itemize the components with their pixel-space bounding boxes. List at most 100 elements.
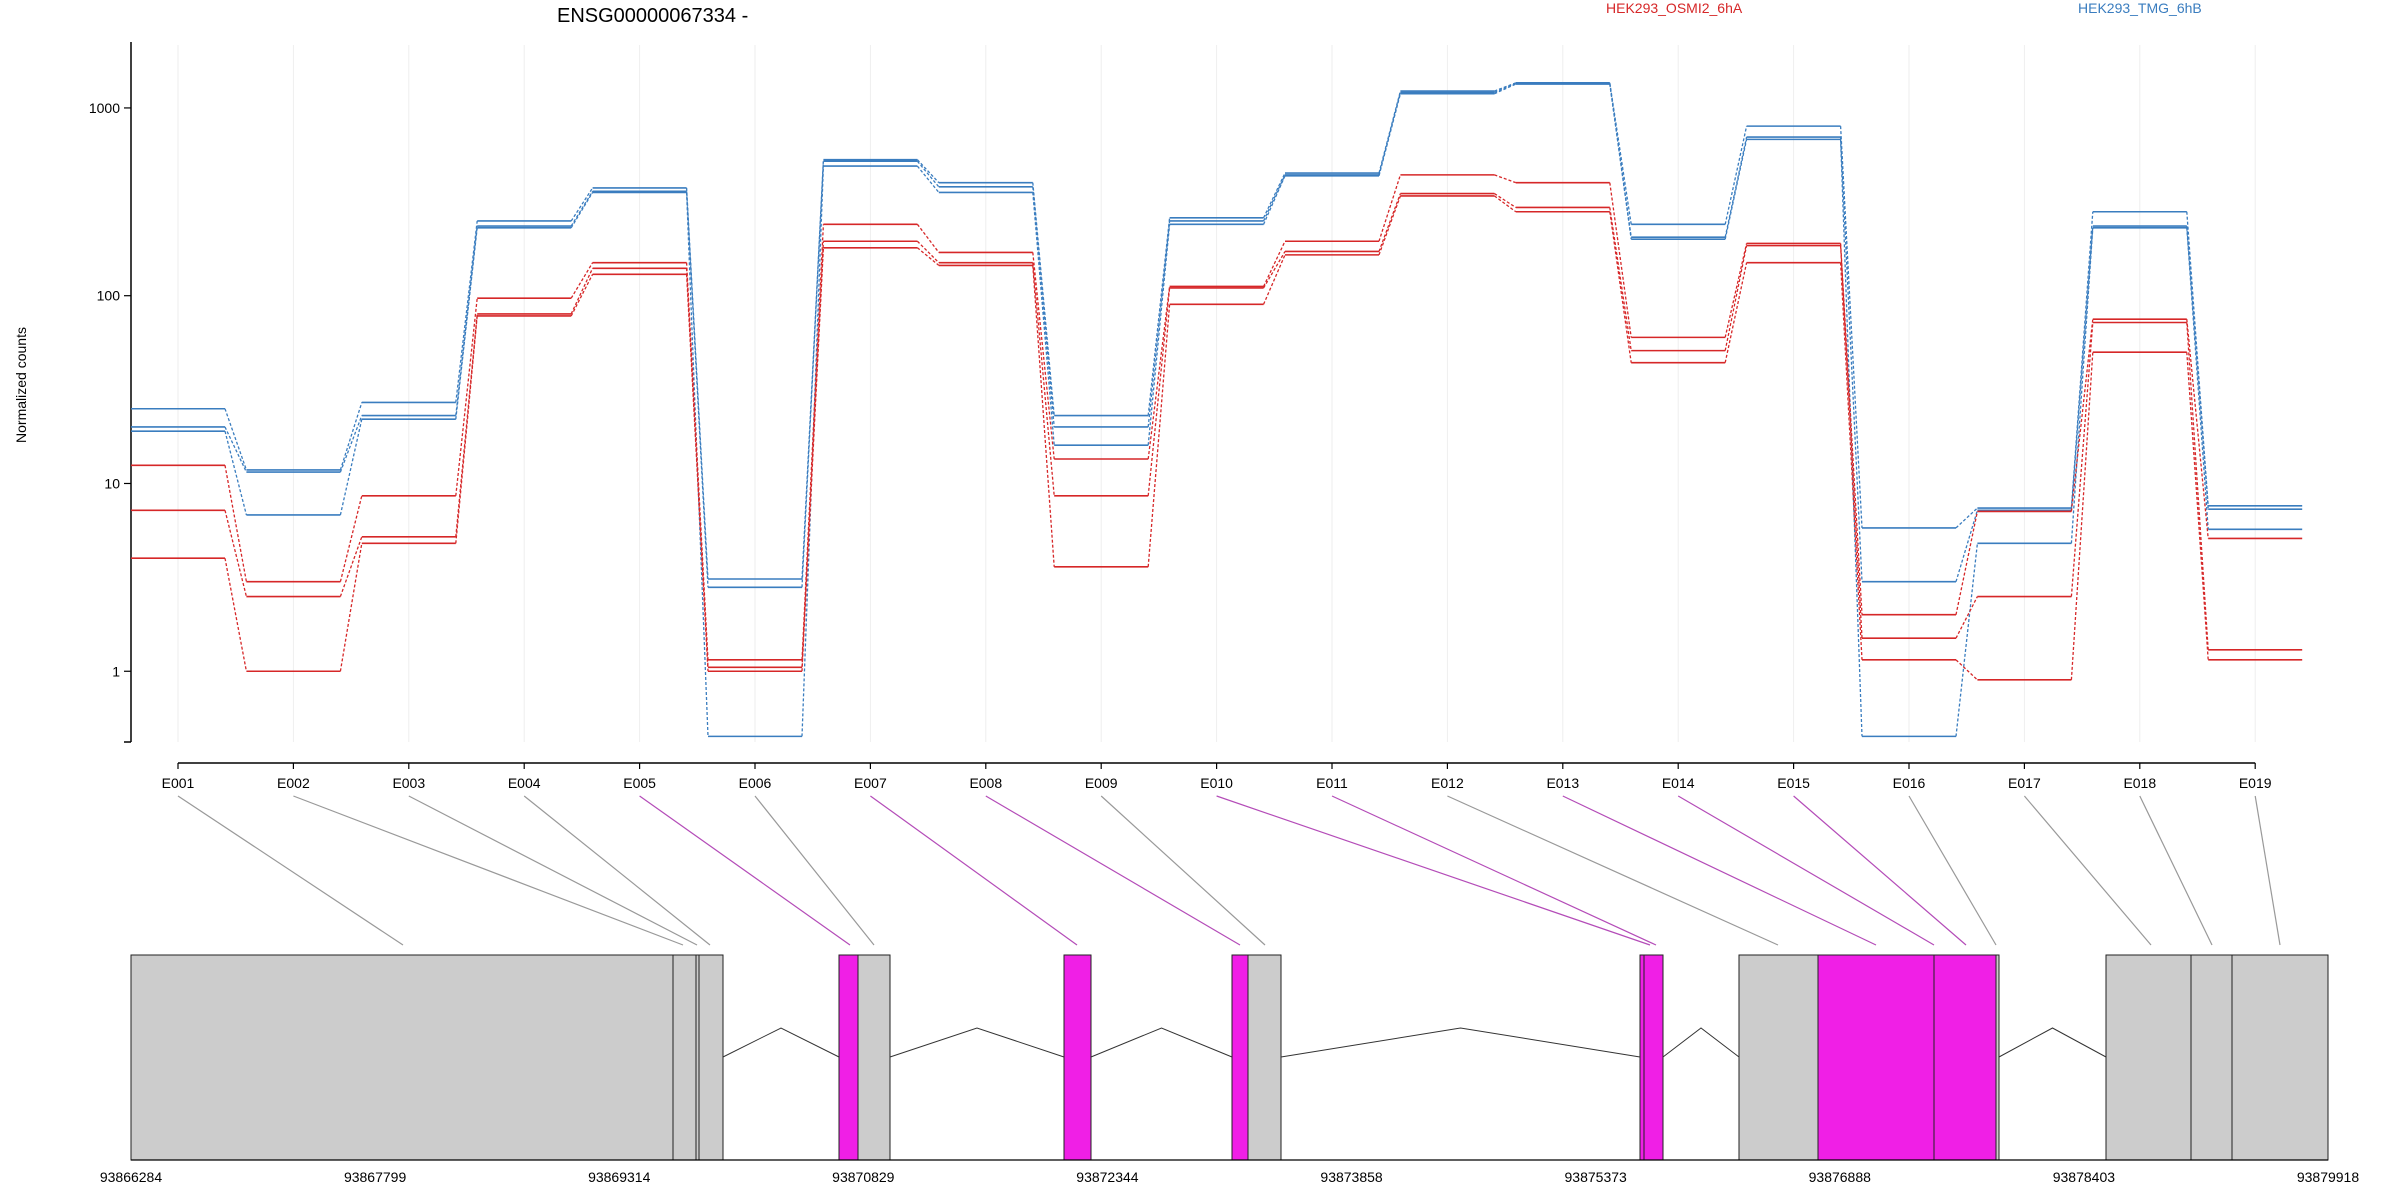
series-connector — [1032, 186, 1055, 428]
series-connector — [1609, 182, 1632, 338]
exon-box — [698, 954, 724, 1161]
coordinate-label: 93878403 — [2053, 1169, 2116, 1185]
series-connector — [455, 313, 478, 537]
connector-e006 — [754, 795, 875, 946]
x-tick-label-e002: E002 — [277, 775, 310, 791]
series-connector — [1724, 243, 1748, 338]
x-tick-label-e008: E008 — [969, 775, 1002, 791]
connector-e018 — [2139, 795, 2213, 946]
series-connector — [1724, 139, 1748, 240]
series-connector — [1609, 82, 1632, 225]
exon-box — [1817, 954, 1935, 1161]
series-connector — [1839, 136, 1863, 582]
series-connector — [685, 191, 709, 588]
connector-e017 — [2023, 795, 2152, 946]
y-tick-label: 1000 — [89, 100, 120, 116]
series-connector — [224, 558, 248, 672]
series-connector — [1839, 243, 1863, 615]
series-connector — [801, 247, 825, 672]
series-connector — [916, 240, 940, 264]
coordinate-label: 93875373 — [1565, 1169, 1628, 1185]
series-connector — [570, 267, 594, 315]
series-connector — [224, 510, 248, 597]
series-connector — [2186, 319, 2209, 539]
series-connector — [1494, 83, 1517, 95]
series-connector — [339, 402, 363, 471]
series-connector — [1494, 82, 1517, 93]
series-connector — [339, 415, 363, 473]
series-connector — [916, 159, 940, 184]
series-connector — [455, 220, 478, 403]
series-connector — [2186, 227, 2209, 530]
series-connector — [1609, 83, 1632, 240]
exon-box — [1231, 954, 1249, 1161]
series-4 — [131, 192, 2303, 669]
series-connector — [1955, 543, 1979, 737]
series-3 — [131, 174, 2303, 661]
x-tick-label-e010: E010 — [1200, 775, 1233, 791]
connector-e012 — [1447, 795, 1779, 946]
series-connector — [339, 495, 363, 582]
exon-box — [672, 954, 697, 1161]
series-connector — [2070, 319, 2094, 512]
series-connector — [1724, 245, 1748, 351]
exon-box — [1995, 954, 2000, 1161]
chart-title: ENSG00000067334 - — [557, 5, 748, 27]
series-connector — [224, 426, 247, 473]
series-connector — [1724, 125, 1748, 225]
series-connector — [1955, 659, 1978, 681]
exon-box — [1063, 954, 1092, 1161]
connector-e015 — [1793, 795, 1967, 946]
series-connector — [1032, 262, 1055, 496]
coordinate-label: 93870829 — [832, 1169, 895, 1185]
exon-box — [130, 954, 674, 1161]
series-connector — [1263, 254, 1286, 305]
coordinate-label: 93869314 — [588, 1169, 651, 1185]
exon-box — [2105, 954, 2192, 1161]
exon-box — [1738, 954, 1819, 1161]
series-connector — [1378, 90, 1402, 174]
connector-e014 — [1677, 795, 1935, 946]
exon-box — [1639, 954, 1645, 1161]
plot-area: 1 10 100 1000 E001 E002 E003 E004 E005 E006 E007 E0… — [89, 42, 2303, 791]
x-tick-label-e005: E005 — [623, 775, 656, 791]
series-connector — [1839, 262, 1863, 660]
series-connector — [1378, 195, 1402, 256]
connector-e013 — [1562, 795, 1877, 946]
series-connector — [1032, 252, 1055, 460]
series-connector — [1839, 139, 1863, 737]
series-connector — [570, 192, 594, 229]
series-connector — [1147, 224, 1171, 446]
series-connector — [570, 187, 594, 222]
connector-e003 — [408, 795, 698, 946]
series-connector — [455, 298, 478, 496]
series-connector — [1955, 510, 1979, 582]
series-connector — [1263, 240, 1286, 287]
y-tick-label: 10 — [104, 475, 120, 491]
x-tick-label-e015: E015 — [1777, 775, 1810, 791]
series-connector — [2070, 322, 2094, 597]
y-tick-label: 1 — [112, 663, 120, 679]
series-connector — [685, 274, 709, 672]
legend-entry-tmg: HEK293_TMG_6hB — [2078, 0, 2202, 16]
x-tick-label-e006: E006 — [739, 775, 772, 791]
y-axis-label: Normalized counts — [13, 327, 29, 443]
x-tick-label-e018: E018 — [2123, 775, 2156, 791]
series-connector — [916, 165, 940, 193]
series-connector — [339, 419, 363, 516]
connector-e007 — [870, 795, 1078, 946]
x-tick-label-e004: E004 — [508, 775, 541, 791]
exon-box — [1933, 954, 1997, 1161]
series-connector — [2070, 352, 2094, 680]
connector-e009 — [1100, 795, 1266, 946]
series-connector — [1378, 174, 1402, 242]
x-tick-label-e017: E017 — [2008, 775, 2041, 791]
x-tick-label-e019: E019 — [2239, 775, 2272, 791]
intron-line — [1280, 1027, 1641, 1058]
series-connector — [1032, 182, 1055, 416]
series-connector — [1609, 207, 1632, 351]
intron-line — [1998, 1027, 2107, 1058]
series-connector — [1494, 193, 1517, 209]
x-tick-label-e007: E007 — [854, 775, 887, 791]
series-connector — [916, 223, 940, 253]
